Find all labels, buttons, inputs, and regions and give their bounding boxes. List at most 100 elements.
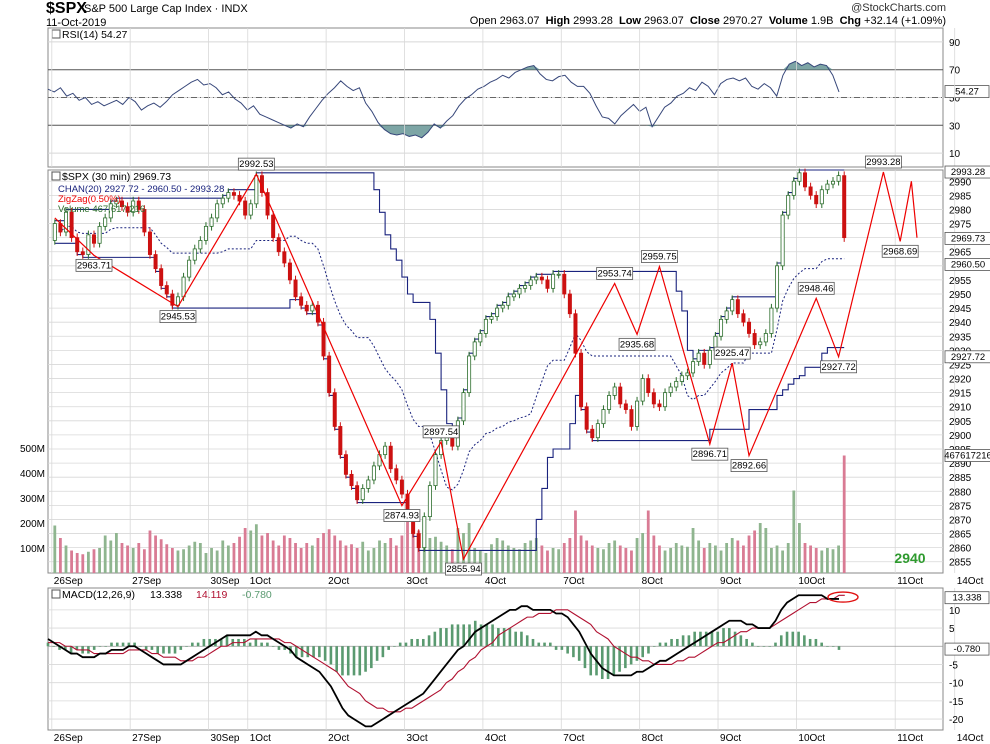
volume-bar — [159, 539, 163, 573]
volume-bar — [814, 548, 818, 573]
volume-bar — [198, 543, 202, 573]
price-x-label: 7Oct — [563, 576, 584, 587]
macd-histogram-bar — [104, 646, 108, 647]
volume-bar — [383, 543, 387, 573]
price-tick-label: 2975 — [949, 220, 972, 231]
macd-histogram-bar — [69, 646, 73, 654]
candle-body — [248, 203, 253, 216]
price-tick-label: 2935 — [949, 332, 972, 343]
macd-histogram-bar — [364, 646, 367, 672]
macd-legend-value: 13.338 — [150, 589, 182, 601]
zigzag-label: 2927.72 — [821, 362, 855, 373]
volume-bar — [770, 548, 773, 573]
rsi-last-label-box — [944, 85, 990, 98]
macd-histogram-bar — [837, 646, 841, 650]
low-value: 2963.07 — [644, 15, 684, 27]
volume-bar — [490, 544, 493, 573]
volume-bar — [266, 533, 269, 573]
zigzag-label-box — [730, 459, 768, 472]
ohlc-summary: Open 2963.07 High 2993.28 Low 2963.07 Cl… — [470, 15, 946, 27]
candle-body — [63, 211, 68, 233]
candle-body — [590, 428, 595, 439]
candle-body — [103, 217, 108, 227]
macd-histogram-bar — [647, 646, 650, 654]
chan-upper-label-box — [944, 165, 990, 179]
volume-bar — [86, 551, 90, 573]
macd-histogram-bar — [98, 646, 102, 647]
volume-bar — [702, 548, 706, 573]
price-legend: $SPX (30 min) 2969.73 — [62, 171, 171, 183]
macd-histogram-bar — [497, 628, 500, 647]
volume-bar — [137, 543, 141, 573]
zigzag-legend: ZigZag(0.50%) — [58, 194, 121, 205]
price-tick-label: 2950 — [949, 290, 972, 301]
macd-tick-label: 10 — [949, 606, 961, 617]
macd-histogram-bar — [566, 646, 569, 654]
macd-histogram-bar — [664, 642, 668, 647]
candle-body — [825, 183, 830, 191]
volume-bar — [333, 535, 337, 573]
volume-bar — [58, 538, 62, 573]
price-tick-label: 2900 — [949, 431, 972, 442]
volume-bar — [378, 540, 381, 573]
macd-histogram-bar — [779, 635, 783, 647]
volume-bar — [422, 540, 426, 573]
macd-histogram-bar — [658, 642, 662, 647]
volume-bar — [529, 540, 533, 573]
candle-body — [355, 485, 360, 501]
ticker-description: S&P 500 Large Cap Index · INDX — [84, 3, 248, 15]
candle-body — [562, 273, 567, 295]
volume-bar — [686, 546, 689, 573]
zigzag-label-box — [797, 281, 835, 295]
candle-body — [69, 211, 74, 239]
candle-body — [780, 214, 785, 267]
macd-hist-legend-value: -0.780 — [242, 589, 272, 601]
volume-bar — [495, 538, 499, 573]
candle-body — [719, 318, 724, 337]
volume-value: 1.9B — [810, 15, 834, 27]
macd-histogram-bar — [225, 635, 229, 647]
volume-bar — [282, 535, 286, 573]
price-tick-label: 2945 — [949, 304, 972, 315]
candle-body — [203, 225, 208, 241]
macd-x-label: 10Oct — [798, 733, 825, 744]
macd-histogram-bar — [323, 646, 327, 661]
zigzag-label-box — [713, 346, 751, 360]
candle-body — [702, 352, 707, 365]
brand-watermark[interactable]: @StockCharts.com — [851, 2, 946, 14]
candle-body — [243, 200, 248, 216]
volume-last-label: 467617216 — [944, 451, 990, 462]
macd-tick-label: 5 — [949, 624, 955, 635]
macd-x-label: 27Sep — [132, 733, 161, 744]
chan-mid-label-box — [944, 258, 990, 271]
zigzag-label: 2953.74 — [597, 268, 631, 279]
macd-histogram-bar — [808, 638, 812, 647]
volume-bar — [786, 543, 790, 573]
macd-histogram-bar — [710, 631, 714, 647]
macd-histogram-bar — [774, 642, 777, 647]
macd-histogram-bar — [156, 646, 160, 654]
volume-bar — [355, 548, 359, 573]
channel-middle — [54, 225, 845, 491]
price-tick-label: 2870 — [949, 515, 972, 526]
macd-histogram-bar — [635, 646, 639, 661]
candle-body — [153, 254, 158, 270]
macd-x-label: 30Sep — [211, 733, 240, 744]
macd-histogram-bar — [139, 646, 142, 647]
macd-histogram-bar — [612, 646, 616, 676]
candle-body — [769, 307, 774, 334]
candle-body — [108, 203, 113, 219]
volume-bar — [53, 525, 57, 573]
volume-bar — [546, 550, 549, 573]
zigzag-label: 2968.69 — [883, 246, 917, 257]
volume-bar — [523, 543, 527, 573]
chan-lower-label-box — [944, 350, 990, 364]
volume-bar — [725, 543, 729, 573]
candle-body — [629, 409, 634, 427]
macd-histogram-bar — [381, 646, 385, 658]
last-price-label-box — [944, 231, 990, 245]
volume-bar — [406, 520, 409, 573]
volume-bar — [428, 538, 432, 573]
candle-body — [293, 279, 298, 298]
